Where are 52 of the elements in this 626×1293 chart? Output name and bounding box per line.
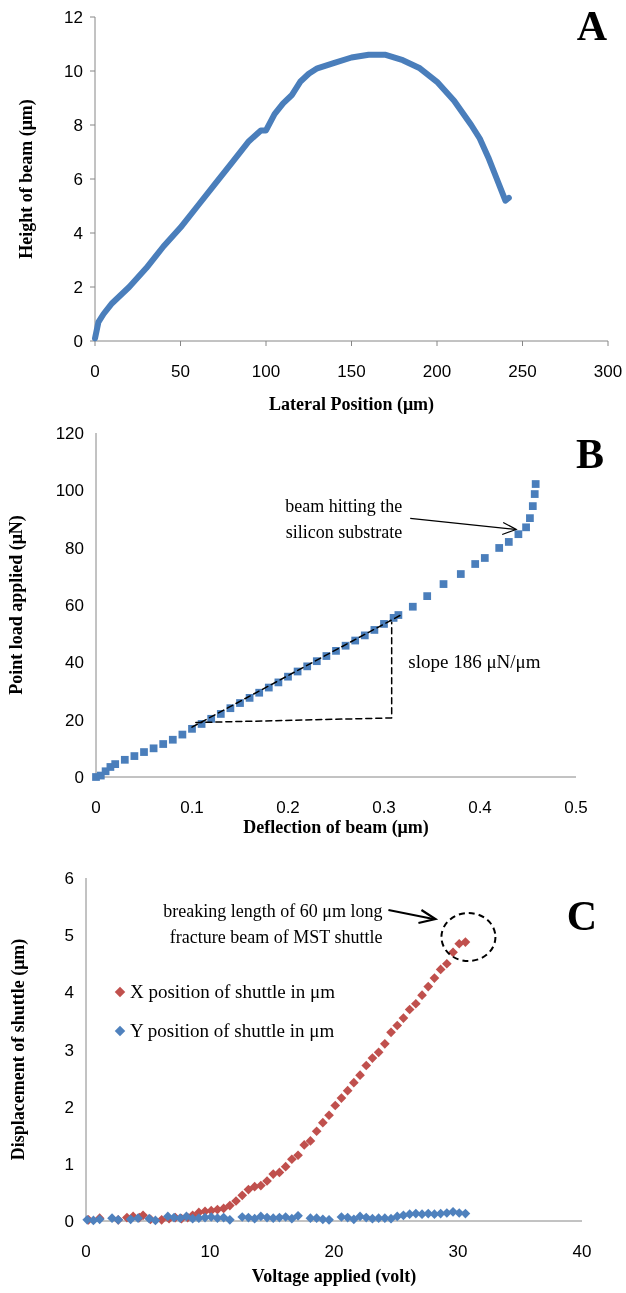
y-tick-label: 80 <box>65 538 84 558</box>
y-tick-label: 2 <box>73 278 83 297</box>
y-tick-label: 120 <box>55 424 84 443</box>
x-tick-label: 0.4 <box>468 798 492 817</box>
y-tick-label: 3 <box>64 1040 74 1060</box>
annotation: beam hitting the silicon substrate <box>285 496 403 543</box>
x-axis-title: Deflection of beam (μm) <box>243 817 429 838</box>
y-tick-label: 0 <box>64 1212 74 1231</box>
x-tick-label: 10 <box>200 1242 220 1261</box>
x-tick-label: 0 <box>90 362 100 381</box>
x-tick-label: 50 <box>171 362 190 381</box>
x-tick-label: 0.2 <box>276 798 300 817</box>
legend-label: X position of shuttle in μm <box>130 981 336 1002</box>
y-tick-label: 0 <box>74 768 84 787</box>
y-tick-label: 8 <box>73 116 83 135</box>
x-tick-label: 40 <box>572 1242 592 1261</box>
x-tick-label: 0.5 <box>564 798 588 817</box>
x-tick-label: 200 <box>422 362 452 381</box>
annotation: slope 186 μN/μm <box>408 651 541 673</box>
annotation: A <box>576 3 608 49</box>
y-tick-label: 1 <box>64 1154 74 1174</box>
y-tick-label: 0 <box>73 332 83 351</box>
x-tick-label: 0 <box>91 798 101 817</box>
y-axis-title: Height of beam (μm) <box>16 99 37 259</box>
y-tick-label: 12 <box>64 8 83 27</box>
x-tick-label: 0.3 <box>372 798 396 817</box>
x-tick-label: 100 <box>251 362 281 381</box>
annotation: breaking length of 60 μm long fracture beam of MST shuttle <box>163 901 383 948</box>
y-tick-label: 6 <box>64 869 74 888</box>
x-tick-label: 300 <box>593 362 623 381</box>
annotation: B <box>575 431 605 477</box>
y-tick-label: 60 <box>65 596 84 615</box>
y-tick-label: 6 <box>73 170 83 189</box>
x-tick-label: 0.1 <box>180 798 204 817</box>
y-tick-label: 4 <box>64 983 74 1003</box>
x-tick-label: 20 <box>324 1242 344 1261</box>
x-tick-label: 250 <box>508 362 537 381</box>
y-tick-label: 2 <box>64 1097 74 1117</box>
annotation: C <box>566 893 598 939</box>
y-tick-label: 20 <box>65 710 84 730</box>
legend-label: Y position of shuttle in μm <box>130 1020 335 1041</box>
y-axis-title: Displacement of shuttle (μm) <box>8 938 29 1161</box>
x-axis-title: Lateral Position (μm) <box>268 394 435 415</box>
y-tick-label: 100 <box>55 481 84 501</box>
x-tick-label: 150 <box>337 362 366 381</box>
x-tick-label: 30 <box>448 1242 468 1261</box>
y-tick-label: 40 <box>65 653 84 673</box>
y-tick-label: 4 <box>73 224 83 243</box>
y-tick-label: 5 <box>64 926 74 946</box>
x-axis-title: Voltage applied (volt) <box>251 1266 417 1287</box>
y-axis-title: Point load applied (μN) <box>6 515 27 695</box>
y-tick-label: 10 <box>64 62 83 81</box>
